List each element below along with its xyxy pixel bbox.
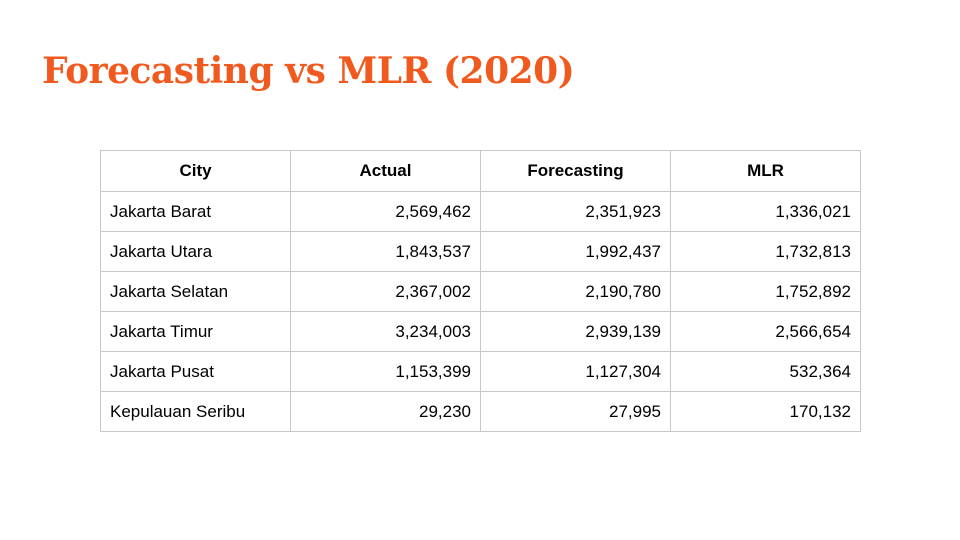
cell-actual: 2,569,462 — [290, 191, 481, 232]
table-row: Kepulauan Seribu 29,230 27,995 170,132 — [100, 391, 861, 432]
cell-actual: 3,234,003 — [290, 311, 481, 352]
cell-forecasting: 1,992,437 — [480, 231, 671, 272]
cell-forecasting: 2,939,139 — [480, 311, 671, 352]
cell-mlr: 2,566,654 — [670, 311, 861, 352]
table-row: Jakarta Timur 3,234,003 2,939,139 2,566,… — [100, 311, 861, 352]
cell-actual: 2,367,002 — [290, 271, 481, 312]
table-row: Jakarta Utara 1,843,537 1,992,437 1,732,… — [100, 231, 861, 272]
cell-city: Jakarta Pusat — [100, 351, 291, 392]
header-forecasting: Forecasting — [480, 150, 671, 192]
cell-forecasting: 27,995 — [480, 391, 671, 432]
cell-mlr: 1,336,021 — [670, 191, 861, 232]
cell-city: Kepulauan Seribu — [100, 391, 291, 432]
cell-city: Jakarta Timur — [100, 311, 291, 352]
cell-city: Jakarta Utara — [100, 231, 291, 272]
cell-mlr: 170,132 — [670, 391, 861, 432]
header-mlr: MLR — [670, 150, 861, 192]
cell-city: Jakarta Selatan — [100, 271, 291, 312]
cell-mlr: 532,364 — [670, 351, 861, 392]
cell-forecasting: 2,351,923 — [480, 191, 671, 232]
header-city: City — [100, 150, 291, 192]
table-row: Jakarta Selatan 2,367,002 2,190,780 1,75… — [100, 271, 861, 312]
cell-forecasting: 2,190,780 — [480, 271, 671, 312]
cell-actual: 1,153,399 — [290, 351, 481, 392]
comparison-table: City Actual Forecasting MLR Jakarta Bara… — [100, 150, 861, 432]
table-row: Jakarta Pusat 1,153,399 1,127,304 532,36… — [100, 351, 861, 392]
data-table-container: City Actual Forecasting MLR Jakarta Bara… — [100, 150, 861, 432]
table-header-row: City Actual Forecasting MLR — [100, 150, 861, 192]
table-row: Jakarta Barat 2,569,462 2,351,923 1,336,… — [100, 191, 861, 232]
cell-mlr: 1,752,892 — [670, 271, 861, 312]
cell-mlr: 1,732,813 — [670, 231, 861, 272]
cell-city: Jakarta Barat — [100, 191, 291, 232]
header-actual: Actual — [290, 150, 481, 192]
cell-actual: 29,230 — [290, 391, 481, 432]
cell-forecasting: 1,127,304 — [480, 351, 671, 392]
slide-title: Forecasting vs MLR (2020) — [42, 50, 575, 92]
cell-actual: 1,843,537 — [290, 231, 481, 272]
